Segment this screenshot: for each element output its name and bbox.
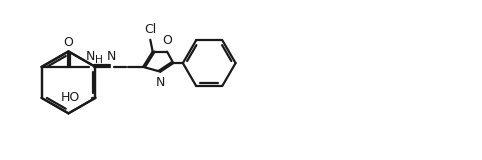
- Text: H: H: [95, 55, 103, 65]
- Text: O: O: [162, 34, 172, 47]
- Text: HO: HO: [61, 91, 80, 104]
- Text: O: O: [63, 36, 73, 49]
- Text: N: N: [156, 76, 165, 89]
- Text: N: N: [107, 50, 116, 63]
- Text: N: N: [86, 50, 95, 63]
- Text: Cl: Cl: [144, 23, 157, 36]
